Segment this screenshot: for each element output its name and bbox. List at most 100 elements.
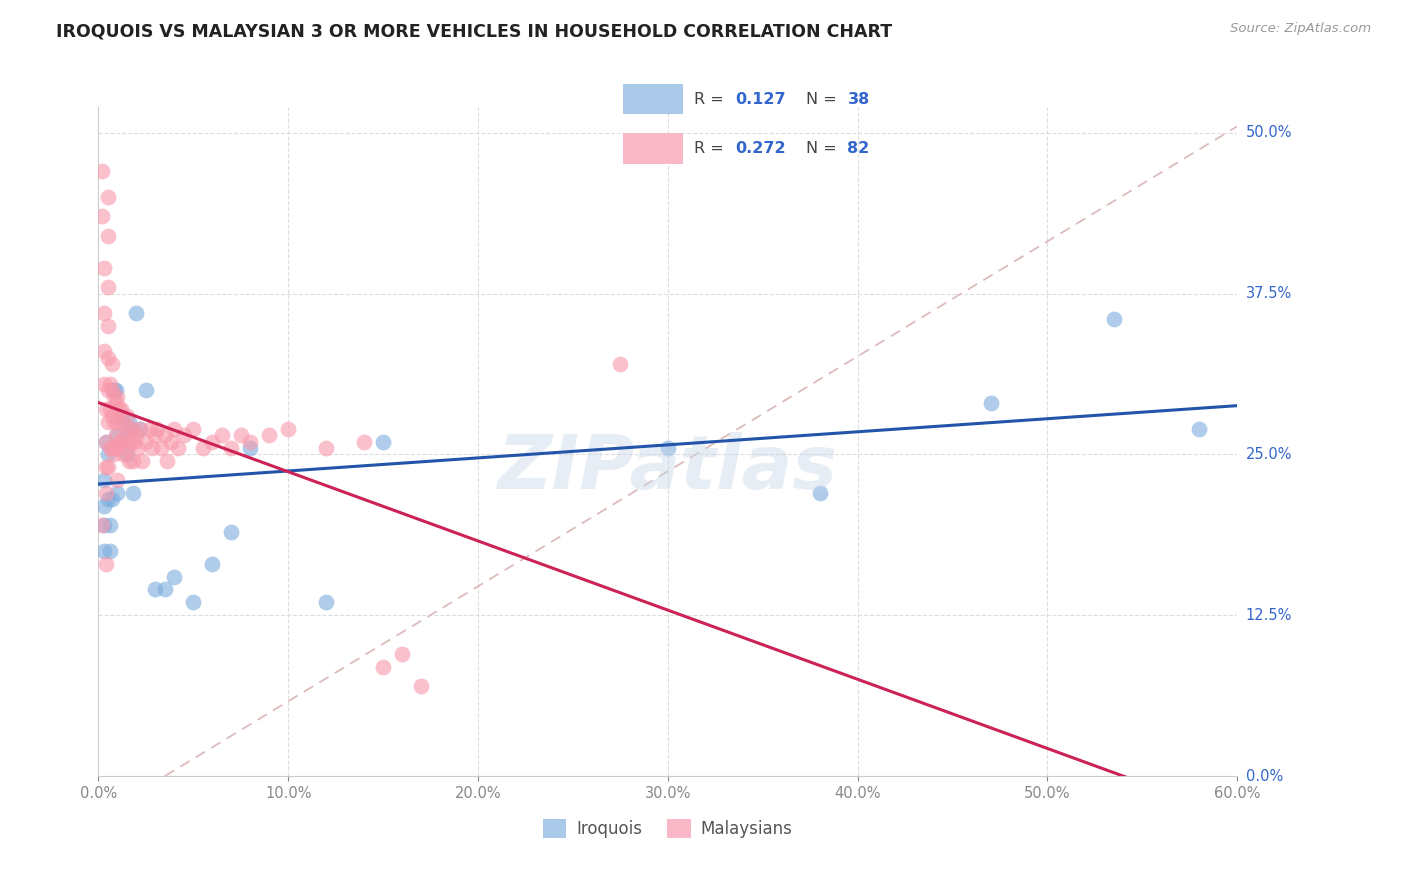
Point <box>808 486 831 500</box>
Point <box>114 428 136 442</box>
Point <box>97 492 120 507</box>
Point <box>239 441 262 455</box>
Point <box>173 428 195 442</box>
Point <box>657 441 679 455</box>
Text: 0.127: 0.127 <box>735 92 786 106</box>
Point <box>112 447 135 461</box>
Point <box>103 447 125 461</box>
Text: N =: N = <box>806 141 842 156</box>
Point <box>94 402 117 417</box>
Point <box>104 396 127 410</box>
Point <box>97 415 120 429</box>
Point <box>131 454 153 468</box>
Point <box>229 428 252 442</box>
Point <box>153 582 176 597</box>
Point <box>115 409 138 423</box>
Text: 38: 38 <box>848 92 870 106</box>
Point <box>110 409 132 423</box>
Point <box>979 396 1001 410</box>
Point <box>371 659 394 673</box>
Point <box>129 422 152 436</box>
Point <box>138 422 160 436</box>
Point <box>93 473 115 487</box>
Point <box>110 434 132 449</box>
Point <box>153 428 176 442</box>
Point <box>98 518 121 533</box>
Point <box>93 260 115 275</box>
Text: R =: R = <box>695 92 728 106</box>
Point <box>91 518 114 533</box>
Point <box>391 647 413 661</box>
Point <box>103 383 125 397</box>
Text: 12.5%: 12.5% <box>1246 607 1292 623</box>
Point <box>94 460 117 475</box>
Point <box>118 415 141 429</box>
Point <box>97 383 120 397</box>
Point <box>100 441 122 455</box>
Point <box>163 569 186 583</box>
Point <box>94 557 117 571</box>
Point <box>163 422 186 436</box>
Point <box>107 428 129 442</box>
Point <box>115 447 138 461</box>
FancyBboxPatch shape <box>623 84 683 114</box>
Point <box>107 390 129 404</box>
Point <box>183 422 205 436</box>
Point <box>112 415 135 429</box>
Point <box>98 544 121 558</box>
Point <box>201 557 224 571</box>
Point <box>135 434 157 449</box>
Point <box>609 357 631 371</box>
Point <box>135 383 157 397</box>
Point <box>108 434 131 449</box>
Point <box>145 428 167 442</box>
Point <box>107 473 129 487</box>
Point <box>124 434 146 449</box>
Point <box>104 383 127 397</box>
Point <box>100 492 122 507</box>
Legend: Iroquois, Malaysians: Iroquois, Malaysians <box>537 812 799 845</box>
Point <box>93 306 115 320</box>
Point <box>93 344 115 359</box>
Point <box>127 441 149 455</box>
Point <box>1188 422 1211 436</box>
Point <box>94 434 117 449</box>
Point <box>191 441 214 455</box>
Point <box>150 441 173 455</box>
Point <box>107 415 129 429</box>
Point <box>277 422 299 436</box>
FancyBboxPatch shape <box>623 133 683 163</box>
Text: Source: ZipAtlas.com: Source: ZipAtlas.com <box>1230 22 1371 36</box>
Text: 0.0%: 0.0% <box>1246 769 1282 783</box>
Point <box>120 422 142 436</box>
Point <box>100 409 122 423</box>
Text: 50.0%: 50.0% <box>1246 125 1292 140</box>
Point <box>97 447 120 461</box>
Point <box>239 434 262 449</box>
Point <box>104 428 127 442</box>
Point <box>211 428 233 442</box>
Point <box>120 434 142 449</box>
Point <box>115 441 138 455</box>
Point <box>146 422 169 436</box>
Text: 25.0%: 25.0% <box>1246 447 1292 462</box>
Point <box>93 499 115 513</box>
Point <box>411 679 433 693</box>
Point <box>115 428 138 442</box>
Point <box>93 518 115 533</box>
Point <box>118 422 141 436</box>
Point <box>183 595 205 609</box>
Point <box>97 318 120 333</box>
Point <box>91 164 114 178</box>
Point <box>125 428 148 442</box>
Point <box>97 190 120 204</box>
Point <box>121 486 143 500</box>
Point <box>107 486 129 500</box>
Point <box>156 454 179 468</box>
Text: N =: N = <box>806 92 842 106</box>
Point <box>98 402 121 417</box>
Point <box>315 441 337 455</box>
Point <box>97 460 120 475</box>
Point <box>112 415 135 429</box>
Text: R =: R = <box>695 141 728 156</box>
